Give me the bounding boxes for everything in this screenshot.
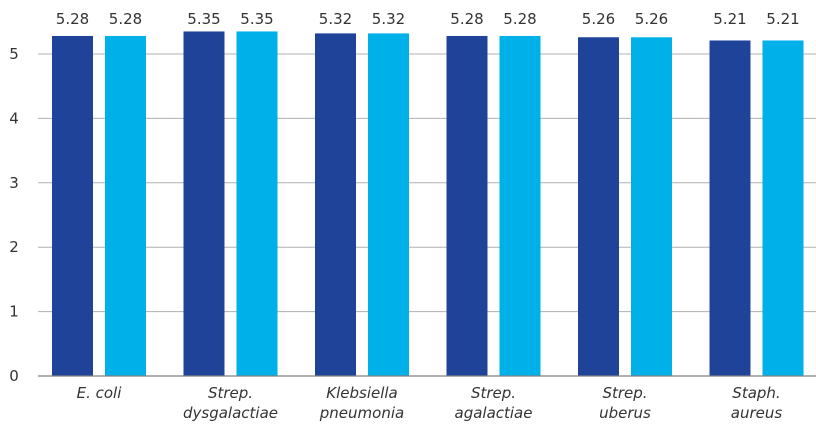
y-tick-label: 2 [9, 238, 19, 256]
category-label: dysgalactiae [183, 404, 278, 422]
bar [52, 35, 93, 377]
category-label: Strep. [208, 384, 253, 402]
bar [183, 31, 225, 377]
category-label: Staph. [732, 384, 780, 402]
bar [446, 35, 488, 377]
category-label: Klebsiella [326, 384, 398, 402]
bar [368, 33, 409, 376]
category-label: Strep. [602, 384, 647, 402]
data-label: 5.26 [635, 10, 668, 28]
data-label: 5.32 [319, 10, 352, 28]
category-label: pneumonia [319, 404, 404, 422]
category-label: uberus [599, 404, 651, 422]
data-label: 5.35 [240, 10, 273, 28]
bar [105, 35, 146, 377]
y-axis-ticks: 0 1 2 3 4 5 [9, 45, 19, 385]
y-tick-label: 5 [9, 45, 19, 63]
category-label: Strep. [471, 384, 516, 402]
bar [499, 35, 541, 377]
data-label: 5.28 [56, 10, 89, 28]
y-tick-label: 4 [9, 109, 19, 127]
data-label: 5.28 [503, 10, 536, 28]
grid-lines [38, 53, 816, 313]
y-tick-label: 0 [9, 367, 19, 385]
bar [236, 31, 278, 377]
bar [709, 40, 751, 376]
data-label: 5.32 [372, 10, 405, 28]
category-label: E. coli [77, 384, 123, 402]
y-tick-label: 1 [9, 303, 19, 321]
data-label: 5.28 [109, 10, 142, 28]
bar [762, 40, 804, 376]
category-label: aureus [731, 404, 783, 422]
data-label: 5.21 [766, 10, 799, 28]
data-label: 5.35 [187, 10, 220, 28]
bar [631, 37, 672, 376]
data-label: 5.28 [450, 10, 483, 28]
category-labels: E. coli Strep. dysgalactiae Klebsiella pneum… [77, 384, 783, 422]
value-labels: 5.28 5.35 5.32 5.28 5.26 5.21 5.28 5.35 5.32 5.28… [56, 10, 800, 28]
category-label: agalactiae [455, 404, 533, 422]
y-tick-label: 3 [9, 174, 19, 192]
data-label: 5.26 [582, 10, 615, 28]
data-label: 5.21 [713, 10, 746, 28]
bar [578, 37, 619, 376]
bars [52, 31, 804, 377]
bar [315, 33, 356, 376]
